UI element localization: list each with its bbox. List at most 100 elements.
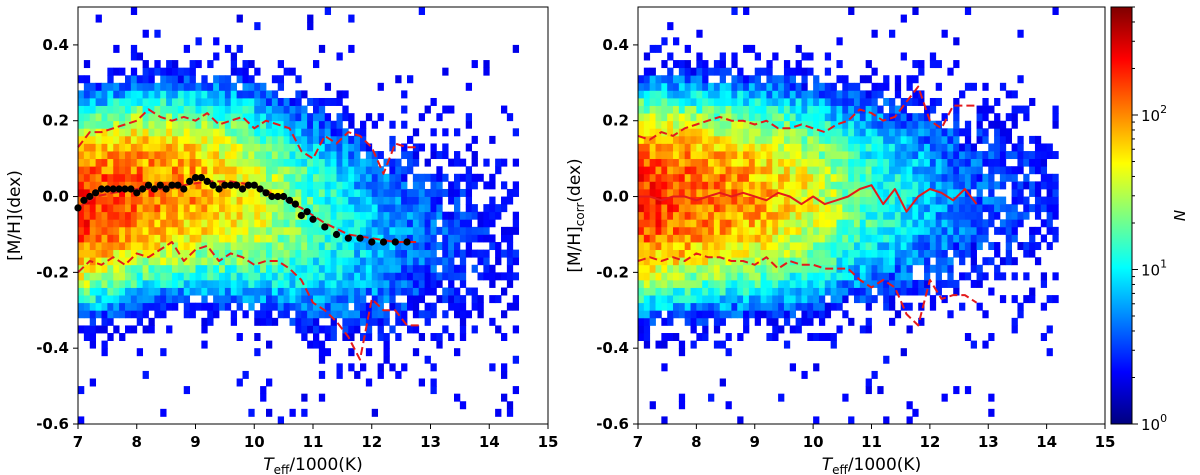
density-cell bbox=[865, 128, 872, 137]
density-cell bbox=[836, 325, 843, 334]
density-cell bbox=[254, 22, 261, 31]
density-cell bbox=[760, 287, 767, 296]
density-cell bbox=[982, 226, 989, 235]
density-cell bbox=[136, 135, 144, 144]
density-cell bbox=[737, 310, 744, 319]
density-cell bbox=[1011, 173, 1018, 182]
right-line-2 bbox=[637, 252, 978, 327]
density-cell bbox=[130, 67, 138, 76]
density-cell bbox=[348, 211, 355, 220]
density-cell bbox=[354, 166, 361, 175]
density-cell bbox=[778, 97, 785, 106]
density-cell bbox=[754, 295, 761, 304]
density-cell bbox=[766, 166, 773, 175]
density-cell bbox=[778, 135, 785, 144]
x-tick-label: 14 bbox=[479, 433, 500, 451]
density-cell bbox=[783, 113, 791, 122]
density-cell bbox=[195, 166, 202, 175]
density-cell bbox=[894, 181, 902, 190]
density-cell bbox=[824, 113, 832, 122]
density-cell bbox=[661, 317, 668, 326]
density-cell bbox=[324, 211, 332, 220]
density-cell bbox=[702, 166, 709, 175]
density-cell bbox=[89, 264, 97, 273]
density-cell bbox=[295, 135, 302, 144]
density-cell bbox=[136, 204, 144, 213]
density-cell bbox=[248, 302, 255, 311]
density-cell bbox=[760, 158, 767, 167]
density-cell bbox=[643, 287, 651, 296]
density-cell bbox=[471, 325, 478, 334]
density-cell bbox=[713, 196, 721, 205]
density-cell bbox=[830, 166, 837, 175]
density-cell bbox=[307, 22, 314, 31]
density-cell bbox=[795, 90, 802, 99]
density-cell bbox=[418, 378, 426, 387]
density-cell bbox=[289, 249, 296, 258]
density-cell bbox=[324, 310, 332, 319]
density-cell bbox=[818, 151, 826, 160]
density-cell bbox=[113, 264, 120, 273]
density-cell bbox=[719, 204, 726, 213]
density-cell bbox=[924, 113, 931, 122]
density-cell bbox=[865, 120, 872, 129]
density-cell bbox=[813, 272, 820, 281]
density-cell bbox=[401, 302, 408, 311]
density-cell bbox=[877, 264, 884, 273]
density-cell bbox=[242, 226, 249, 235]
density-cell bbox=[976, 105, 983, 114]
density-cell bbox=[430, 234, 437, 243]
density-cell bbox=[307, 325, 314, 334]
density-cell bbox=[737, 249, 744, 258]
density-cell bbox=[941, 158, 948, 167]
density-cell bbox=[248, 219, 255, 228]
density-cell bbox=[924, 105, 931, 114]
density-cell bbox=[889, 204, 896, 213]
density-cell bbox=[935, 204, 942, 213]
density-cell bbox=[719, 128, 726, 137]
density-cell bbox=[454, 173, 461, 182]
density-cell bbox=[801, 143, 808, 152]
density-cell bbox=[324, 272, 332, 281]
density-cell bbox=[418, 295, 426, 304]
density-cell bbox=[871, 128, 878, 137]
density-cell bbox=[871, 211, 878, 220]
density-cell bbox=[154, 234, 161, 243]
density-cell bbox=[731, 204, 738, 213]
density-cell bbox=[201, 226, 208, 235]
density-cell bbox=[224, 287, 232, 296]
density-cell bbox=[125, 264, 132, 273]
density-cell bbox=[195, 279, 202, 288]
density-cell bbox=[778, 204, 785, 213]
density-cell bbox=[277, 60, 285, 69]
left-y-axis-label: [M/H](dex) bbox=[5, 170, 25, 261]
density-cell bbox=[953, 128, 960, 137]
density-cell bbox=[929, 242, 937, 251]
density-cell bbox=[824, 242, 832, 251]
density-cell bbox=[483, 211, 490, 220]
density-cell bbox=[242, 279, 249, 288]
mean-point bbox=[203, 177, 211, 185]
density-cell bbox=[136, 181, 144, 190]
density-cell bbox=[442, 234, 449, 243]
density-cell bbox=[1052, 226, 1059, 235]
density-cell bbox=[643, 128, 651, 137]
density-cell bbox=[148, 302, 155, 311]
density-cell bbox=[113, 97, 120, 106]
density-cell bbox=[743, 82, 750, 91]
density-cell bbox=[743, 90, 750, 99]
density-cell bbox=[395, 370, 402, 379]
density-cell bbox=[842, 219, 849, 228]
density-cell bbox=[260, 219, 267, 228]
density-cell bbox=[836, 234, 843, 243]
density-cell bbox=[154, 90, 161, 99]
density-cell bbox=[130, 249, 138, 258]
density-cell bbox=[371, 317, 379, 326]
density-cell bbox=[748, 249, 756, 258]
density-cell bbox=[172, 135, 179, 144]
density-cell bbox=[795, 295, 802, 304]
density-cell bbox=[83, 75, 91, 84]
density-cell bbox=[1046, 219, 1053, 228]
density-cell bbox=[89, 151, 97, 160]
density-cell bbox=[207, 166, 214, 175]
